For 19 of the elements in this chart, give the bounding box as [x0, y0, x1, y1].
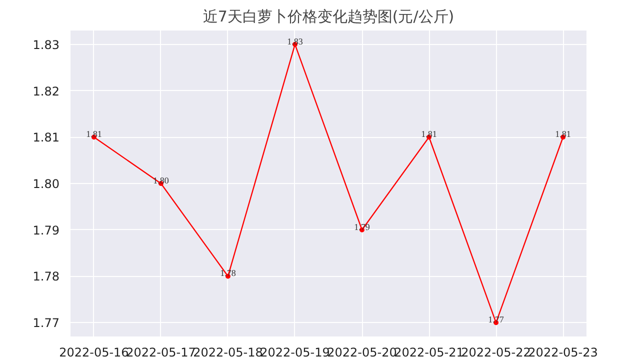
y-tick-label: 1.82	[32, 84, 60, 98]
x-tick-label: 2022-05-19	[260, 346, 330, 360]
y-tick-label: 1.77	[32, 316, 60, 330]
x-tick-label: 2022-05-20	[327, 346, 397, 360]
data-label: 1.81	[555, 129, 571, 140]
x-tick-label: 2022-05-23	[528, 346, 598, 360]
data-label: 1.81	[421, 129, 437, 140]
x-tick-label: 2022-05-18	[193, 346, 263, 360]
y-tick-label: 1.83	[32, 38, 60, 52]
x-tick-label: 2022-05-22	[461, 346, 531, 360]
chart-title: 近7天白萝卜价格变化趋势图(元/公斤)	[202, 8, 454, 26]
y-tick-label: 1.80	[32, 177, 60, 191]
y-tick-label: 1.78	[32, 270, 60, 284]
data-label: 1.83	[287, 36, 304, 46]
data-label: 1.81	[86, 129, 102, 140]
x-tick-label: 2022-05-16	[59, 346, 129, 360]
y-tick-label: 1.79	[32, 223, 60, 238]
x-tick-label: 2022-05-17	[126, 346, 196, 360]
y-tick-label: 1.81	[32, 130, 60, 145]
